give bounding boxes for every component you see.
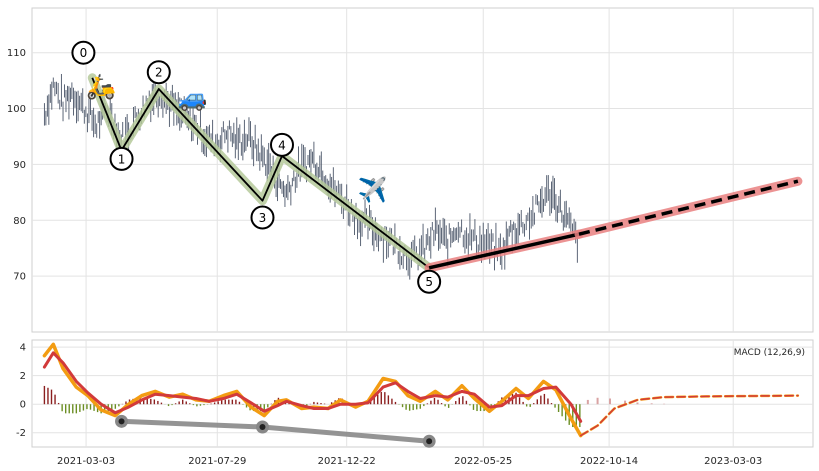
macd-y-axis: -2 0 2 4 <box>16 343 26 440</box>
airplane-emoji: ✈️ <box>357 175 387 204</box>
wave-label: 1 <box>109 146 134 171</box>
price-panel: 70 80 90 100 110 🛵 🚙 ✈️ 0 1 2 3 4 5 <box>7 7 814 333</box>
x-tick-label: 2022-10-14 <box>580 456 638 467</box>
x-tick-label: 2021-03-03 <box>57 456 115 467</box>
wave-label-text: 2 <box>155 66 163 80</box>
price-y-axis: 70 80 90 100 110 <box>7 48 26 282</box>
x-axis: 2021-03-03 2021-07-29 2021-12-22 2022-05-25… <box>57 456 762 467</box>
car-emoji: 🚙 <box>178 84 208 112</box>
macd-y-tick-label: 4 <box>20 343 26 354</box>
price-grid <box>32 8 813 332</box>
wave-label-text: 0 <box>80 46 88 60</box>
wave-label-circle <box>146 60 171 85</box>
wave-label-text: 1 <box>118 152 126 166</box>
x-tick-label: 2023-03-03 <box>704 456 762 467</box>
wave-label-circle <box>71 40 96 65</box>
wave-label: 5 <box>417 269 442 294</box>
macd-legend: MACD (12,26,9) <box>734 348 805 358</box>
macd-y-tick-label: -2 <box>16 428 26 439</box>
macd-support <box>115 414 436 448</box>
x-tick-label: 2022-05-25 <box>454 456 512 467</box>
wave-label-circle <box>250 205 275 230</box>
macd-y-tick-label: 0 <box>20 400 26 411</box>
wave-label: 2 <box>146 60 171 85</box>
price-y-tick-label: 100 <box>7 104 26 115</box>
signal-forecast-line <box>579 394 799 437</box>
price-y-tick-label: 90 <box>13 160 26 171</box>
x-tick-label: 2021-07-29 <box>188 456 246 467</box>
wave-label-circle <box>417 269 442 294</box>
wave-line <box>91 77 430 269</box>
wave-label-circle <box>109 146 134 171</box>
price-lines <box>87 73 803 273</box>
wave-label: 3 <box>250 205 275 230</box>
wave-labels: 0 1 2 3 4 5 <box>71 40 442 294</box>
signal-line <box>42 351 583 423</box>
forecast-line <box>578 179 799 236</box>
wave-label-text: 4 <box>278 138 286 152</box>
price-y-tick-label: 80 <box>13 216 26 227</box>
macd-support-point <box>118 418 125 425</box>
macd-support-point <box>259 424 266 431</box>
price-markers: 🛵 🚙 ✈️ <box>86 73 387 204</box>
wave-label: 4 <box>269 132 294 157</box>
trend-line <box>428 232 580 270</box>
price-y-tick-label: 110 <box>7 48 26 59</box>
wave-label-circle <box>269 132 294 157</box>
macd-lines <box>42 342 800 438</box>
price-y-tick-label: 70 <box>13 272 26 283</box>
wave-label-text: 5 <box>425 275 433 289</box>
scooter-emoji: 🛵 <box>86 73 116 101</box>
macd-panel: -2 0 2 4 MACD (12,26,9) <box>16 339 814 448</box>
x-tick-label: 2021-12-22 <box>318 456 376 467</box>
wave-label-text: 3 <box>259 211 267 225</box>
macd-support-point <box>426 438 433 445</box>
macd-grid <box>32 340 813 447</box>
wave-label: 0 <box>71 40 96 65</box>
macd-y-tick-label: 2 <box>20 371 26 382</box>
